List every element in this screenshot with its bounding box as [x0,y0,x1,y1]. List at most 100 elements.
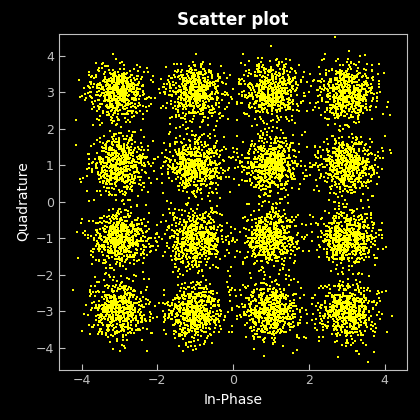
Channel 1 [197,95,204,102]
Channel 1 [166,92,173,98]
Channel 1 [257,243,264,249]
Channel 1 [181,217,188,223]
Channel 1 [183,81,190,87]
Channel 1 [241,322,248,328]
Channel 1 [183,235,190,242]
Channel 1 [123,102,129,108]
Channel 1 [128,322,135,328]
Channel 1 [348,112,354,119]
Channel 1 [326,308,333,315]
Channel 1 [117,294,123,301]
Channel 1 [189,236,196,242]
Channel 1 [190,309,197,316]
Channel 1 [134,148,140,155]
Channel 1 [274,329,281,336]
Channel 1 [200,110,206,117]
Channel 1 [252,88,259,95]
Channel 1 [250,94,257,100]
Channel 1 [246,92,253,99]
Channel 1 [361,157,368,164]
Channel 1 [339,99,346,106]
Channel 1 [252,219,259,226]
Channel 1 [123,305,130,312]
Channel 1 [335,174,341,181]
Channel 1 [346,302,352,308]
Channel 1 [195,252,202,258]
Channel 1 [186,90,192,97]
Channel 1 [289,318,296,325]
Channel 1 [208,241,215,248]
Channel 1 [99,84,106,91]
Channel 1 [114,288,121,294]
Channel 1 [277,240,284,247]
Channel 1 [266,169,273,176]
Channel 1 [87,331,93,338]
Channel 1 [143,301,150,308]
Channel 1 [122,238,129,245]
Channel 1 [284,312,291,319]
Channel 1 [272,70,278,77]
Channel 1 [134,300,141,307]
Channel 1 [283,172,289,179]
Channel 1 [193,346,199,352]
Channel 1 [324,283,331,290]
Channel 1 [290,74,297,81]
Channel 1 [352,257,359,264]
Channel 1 [102,301,109,308]
Channel 1 [261,240,268,247]
Channel 1 [89,160,95,166]
Channel 1 [131,90,138,97]
Channel 1 [348,80,355,87]
Channel 1 [354,168,360,174]
Channel 1 [211,302,218,309]
Channel 1 [245,312,252,319]
Channel 1 [174,313,181,320]
Channel 1 [355,157,362,164]
Channel 1 [117,146,124,152]
Channel 1 [273,302,280,309]
Channel 1 [119,322,126,328]
Channel 1 [100,84,107,91]
Channel 1 [188,235,194,242]
Channel 1 [194,71,201,78]
Channel 1 [113,182,120,189]
Channel 1 [111,239,118,245]
Channel 1 [168,114,175,121]
Channel 1 [252,307,259,314]
Channel 1 [276,299,283,306]
Channel 1 [134,249,140,256]
Channel 1 [334,307,341,314]
Channel 1 [176,220,183,227]
Channel 1 [172,303,178,310]
Channel 1 [212,233,218,239]
Channel 1 [102,97,109,103]
Channel 1 [266,314,273,320]
Channel 1 [344,94,350,101]
Channel 1 [175,303,181,310]
Channel 1 [104,323,110,329]
Channel 1 [360,246,366,253]
Channel 1 [274,295,281,302]
Channel 1 [129,183,135,189]
Channel 1 [344,99,351,105]
Channel 1 [110,163,117,169]
Channel 1 [124,237,131,244]
Channel 1 [344,102,351,109]
Channel 1 [211,143,218,150]
Channel 1 [105,89,112,96]
Channel 1 [343,240,350,247]
Channel 1 [132,251,139,258]
Channel 1 [186,310,192,317]
Channel 1 [115,101,121,108]
Channel 1 [281,322,288,328]
Channel 1 [121,305,128,312]
Channel 1 [267,308,273,315]
Channel 1 [194,96,200,103]
Channel 1 [175,160,181,167]
Channel 1 [359,230,366,237]
Channel 1 [121,311,128,318]
Channel 1 [270,325,277,331]
Channel 1 [192,90,199,97]
Channel 1 [327,155,334,162]
Channel 1 [325,242,331,249]
